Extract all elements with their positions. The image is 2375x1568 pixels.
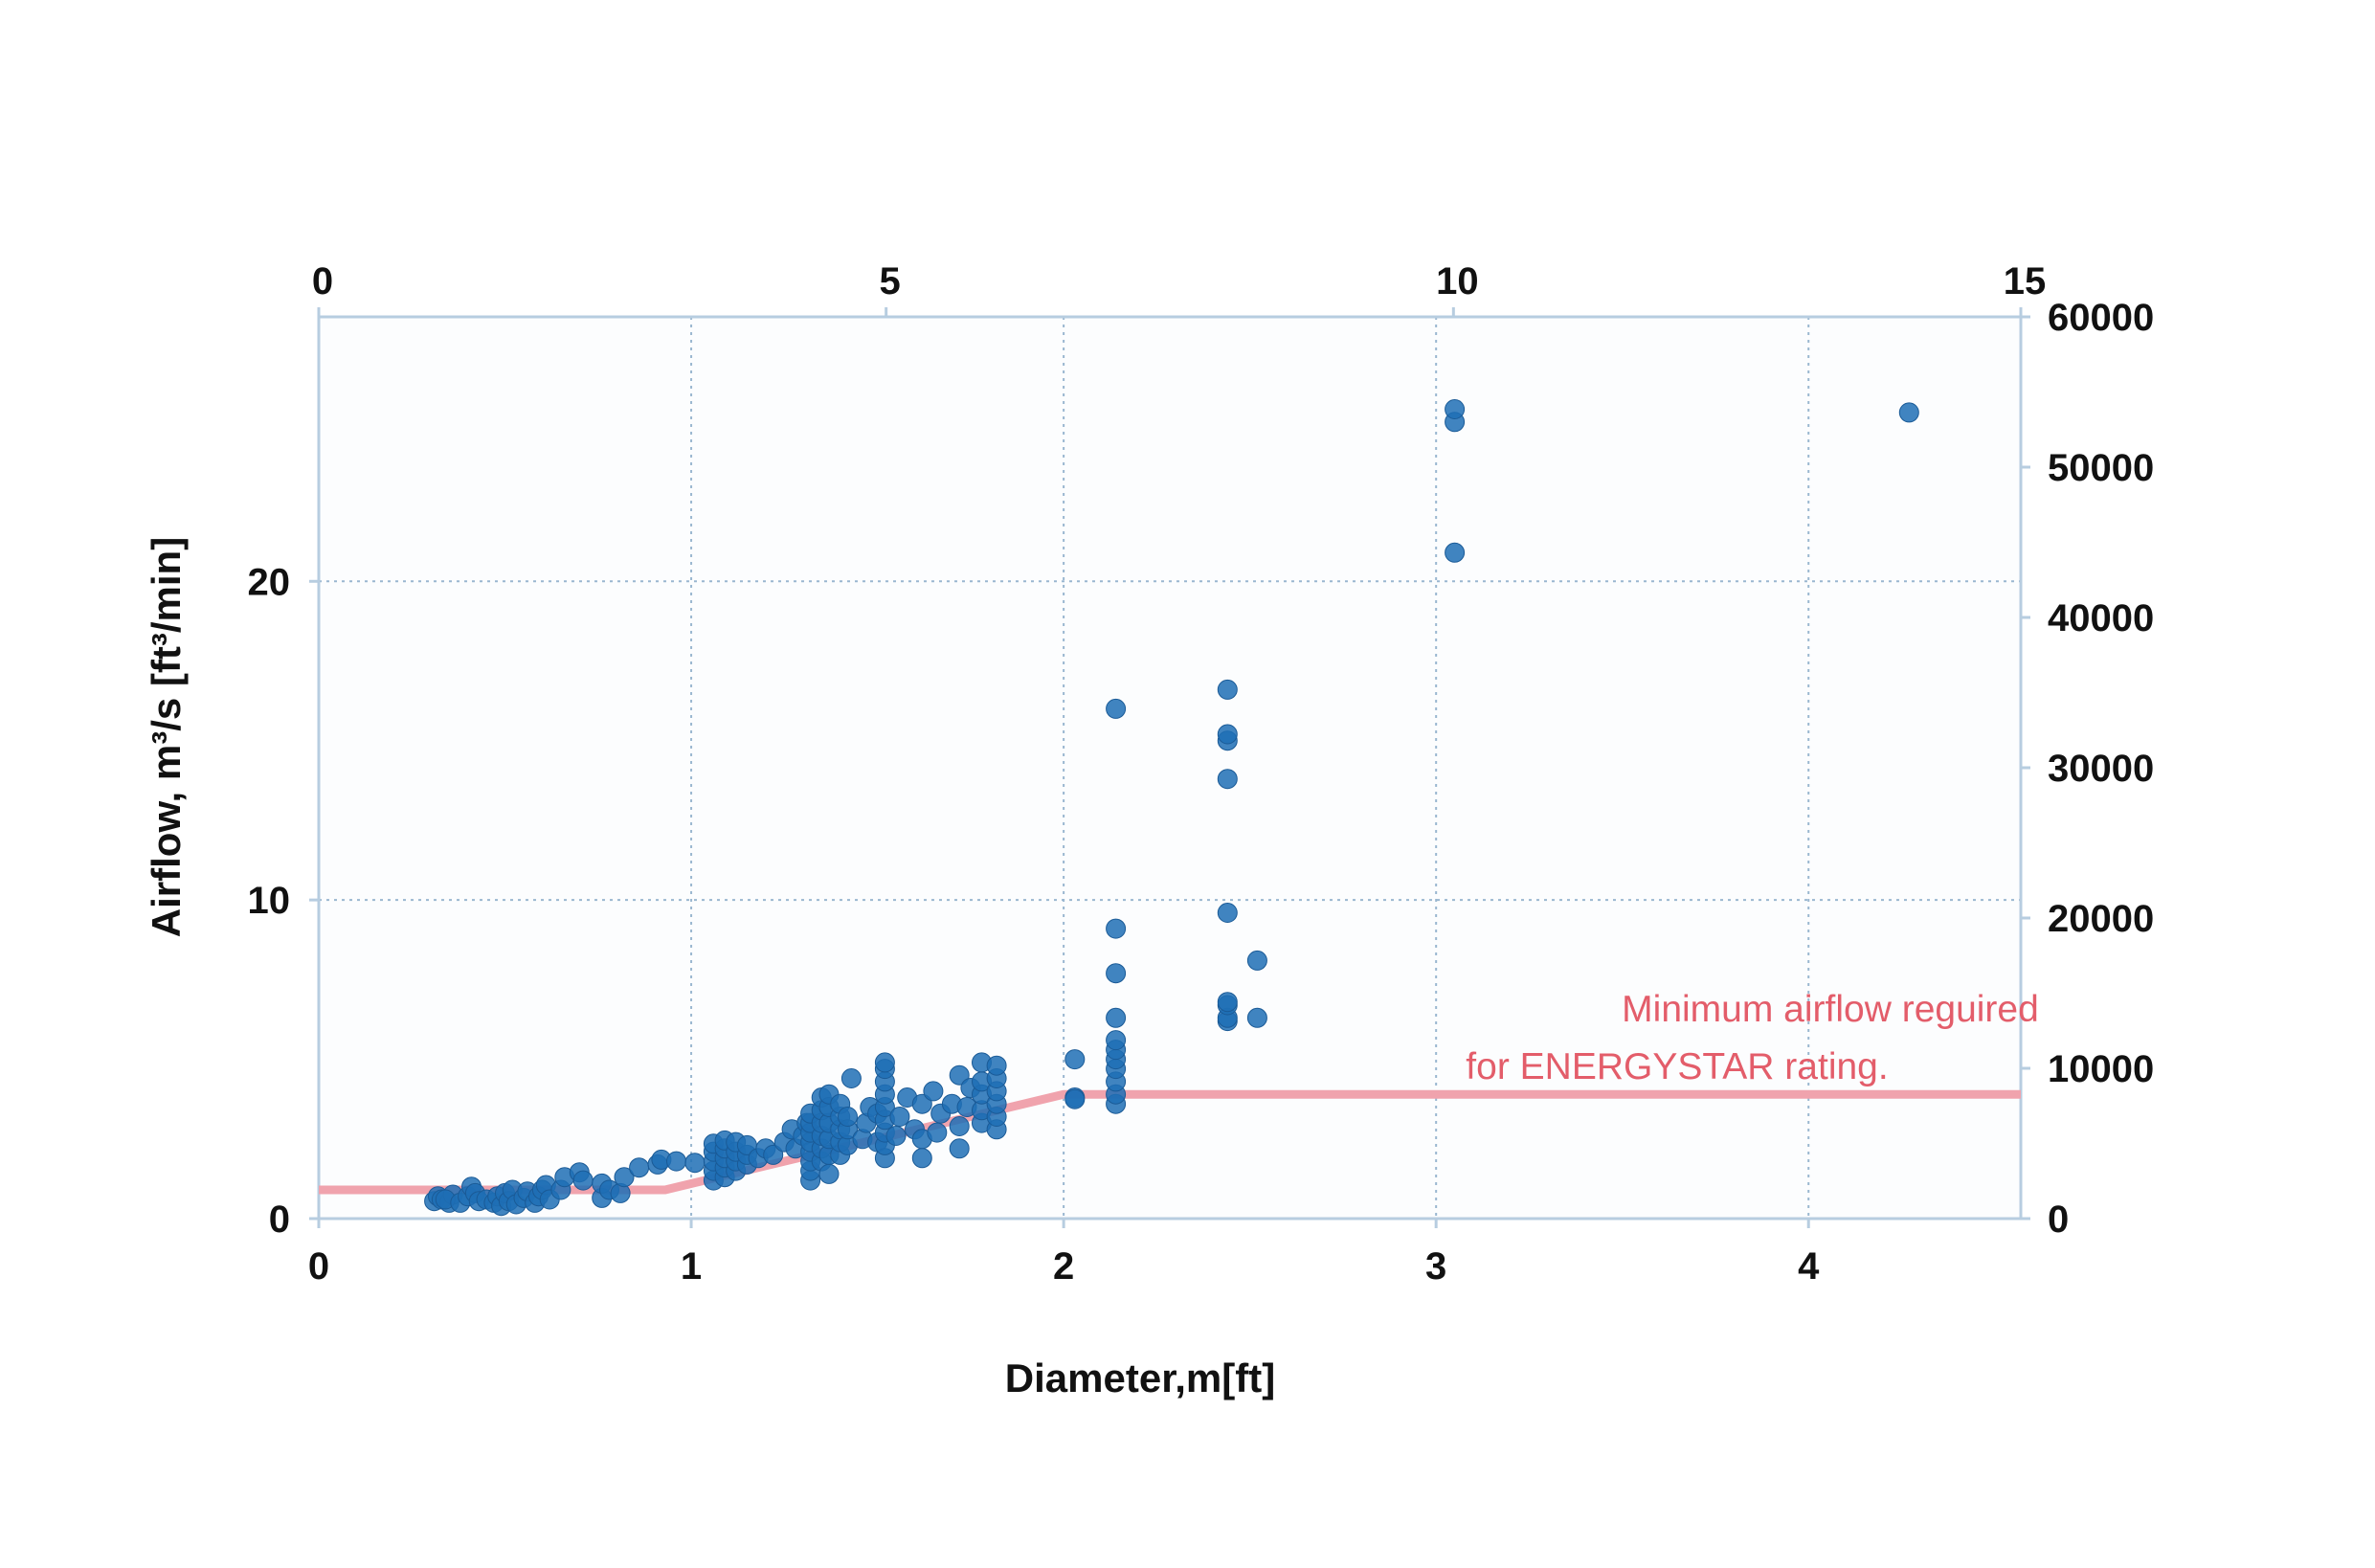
data-point-120 <box>949 1116 970 1136</box>
data-point-119 <box>949 1138 970 1159</box>
x-top-tick-label-10: 10 <box>1436 260 1479 302</box>
data-point-153 <box>1217 903 1238 923</box>
y-left-tick-label-10: 10 <box>248 880 291 922</box>
x-bottom-tick-label-4: 4 <box>1798 1245 1820 1288</box>
data-point-39 <box>684 1153 706 1174</box>
data-point-92 <box>838 1107 858 1127</box>
data-point-158 <box>1246 1007 1267 1028</box>
y-axis-title: Airflow, m³/s [ft³/min] <box>144 537 189 937</box>
data-point-159 <box>1246 950 1267 971</box>
data-point-163 <box>1898 402 1919 423</box>
data-point-154 <box>1217 769 1238 790</box>
grid-lines <box>319 317 2021 1219</box>
data-point-147 <box>1106 918 1127 939</box>
data-point-35 <box>629 1157 650 1178</box>
data-point-29 <box>572 1170 594 1191</box>
data-point-107 <box>874 1052 895 1073</box>
threshold-annotation-line-1: Minimum airflow reguired <box>1622 989 2039 1030</box>
y-right-tick-label-0: 0 <box>2048 1198 2069 1241</box>
data-point-115 <box>923 1081 944 1102</box>
data-point-134 <box>986 1055 1007 1076</box>
data-point-146 <box>1106 963 1127 984</box>
plot-area-background <box>319 317 2021 1219</box>
data-point-152 <box>1217 992 1238 1013</box>
x-axis-title: Diameter,m[ft] <box>1005 1355 1275 1400</box>
y-right-tick-label-20000: 20000 <box>2048 898 2154 940</box>
x-bottom-tick-label-2: 2 <box>1053 1245 1074 1288</box>
x-bottom-tick-label-1: 1 <box>681 1245 702 1288</box>
data-point-144 <box>1106 1030 1127 1051</box>
data-point-112 <box>911 1148 932 1169</box>
y-right-tick-label-30000: 30000 <box>2048 748 2154 790</box>
data-point-145 <box>1106 1007 1127 1028</box>
tick-labels: 0 1 2 3 4 0 5 10 15 0 10 20 0 10000 20000 30000 40000 500… <box>248 260 2155 1288</box>
y-right-tick-label-10000: 10000 <box>2048 1048 2154 1090</box>
x-top-tick-label-5: 5 <box>880 260 901 302</box>
x-bottom-tick-label-0: 0 <box>308 1245 329 1288</box>
data-point-156 <box>1217 724 1238 745</box>
data-point-137 <box>1064 1088 1086 1109</box>
data-point-38 <box>666 1151 686 1172</box>
data-point-148 <box>1106 698 1127 719</box>
data-point-93 <box>840 1068 862 1088</box>
y-right-tick-label-60000: 60000 <box>2048 297 2154 339</box>
y-right-tick-label-50000: 50000 <box>2048 447 2154 489</box>
data-point-157 <box>1217 679 1238 700</box>
x-top-tick-label-0: 0 <box>312 260 333 302</box>
data-point-114 <box>911 1093 932 1114</box>
data-point-162 <box>1445 399 1466 419</box>
data-point-116 <box>927 1122 948 1143</box>
data-point-121 <box>949 1064 970 1086</box>
y-left-tick-label-0: 0 <box>269 1198 290 1241</box>
x-top-tick-label-15: 15 <box>2004 260 2047 302</box>
data-points <box>424 399 1919 1217</box>
data-point-34 <box>614 1167 635 1188</box>
data-point-109 <box>889 1107 910 1127</box>
axes <box>309 307 2030 1228</box>
y-left-tick-label-20: 20 <box>248 561 291 603</box>
data-point-59 <box>763 1144 784 1165</box>
y-right-tick-label-40000: 40000 <box>2048 597 2154 639</box>
data-point-136 <box>1064 1049 1086 1070</box>
x-bottom-tick-label-3: 3 <box>1425 1245 1446 1288</box>
data-point-79 <box>818 1163 840 1184</box>
data-point-160 <box>1445 542 1466 563</box>
threshold-annotation-line-2: for ENERGYSTAR rating. <box>1466 1046 1888 1087</box>
data-point-108 <box>885 1126 907 1146</box>
